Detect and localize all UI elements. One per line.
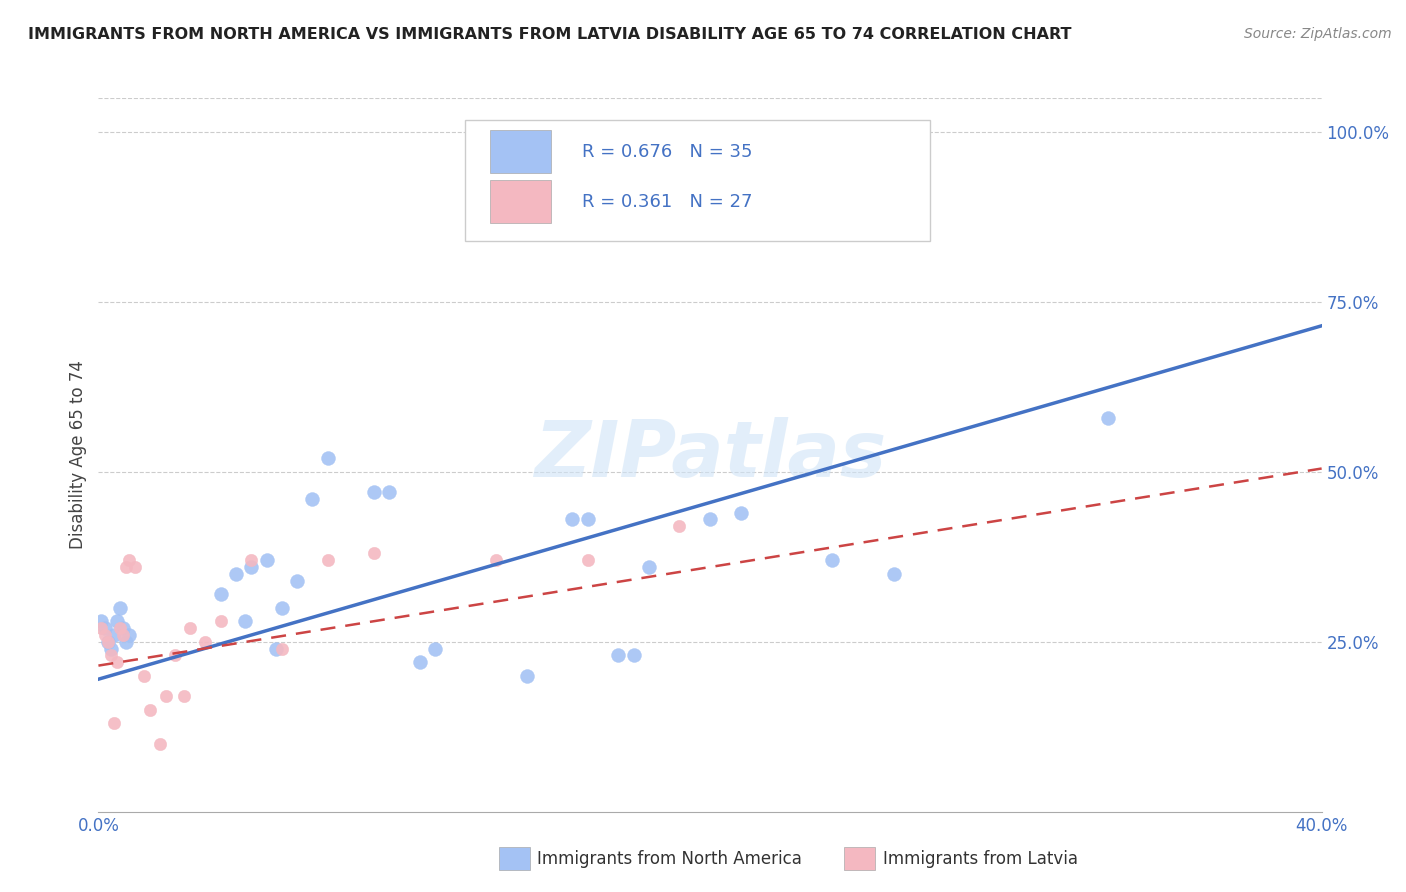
Point (103, 716, 125, 731)
Point (285, 574, 308, 588)
Point (103, 628, 125, 642)
Point (173, 689, 195, 703)
Text: Source: ZipAtlas.com: Source: ZipAtlas.com (1244, 27, 1392, 41)
Point (316, 553, 339, 567)
Point (90, 615, 112, 629)
Text: Immigrants from North America: Immigrants from North America (537, 850, 801, 868)
Point (363, 485, 385, 500)
Point (623, 648, 645, 663)
Point (118, 628, 141, 642)
Point (821, 553, 844, 567)
Point (111, 621, 134, 635)
Point (576, 553, 599, 567)
Point (576, 512, 599, 526)
Point (316, 451, 339, 466)
Point (363, 546, 385, 560)
Point (270, 641, 292, 656)
Point (209, 587, 232, 601)
Point (105, 655, 128, 669)
Point (668, 519, 690, 533)
Point (149, 737, 172, 751)
Point (97, 635, 120, 649)
Point (485, 553, 508, 567)
Point (90, 621, 112, 635)
Y-axis label: Disability Age 65 to 74: Disability Age 65 to 74 (69, 360, 87, 549)
Point (93, 628, 115, 642)
Point (100, 648, 122, 663)
Point (240, 553, 263, 567)
Point (139, 703, 162, 717)
Point (256, 553, 278, 567)
Text: R = 0.676   N = 35: R = 0.676 N = 35 (582, 143, 752, 161)
Point (97, 635, 120, 649)
Point (264, 641, 287, 656)
Point (225, 566, 247, 581)
Text: IMMIGRANTS FROM NORTH AMERICA VS IMMIGRANTS FROM LATVIA DISABILITY AGE 65 TO 74 : IMMIGRANTS FROM NORTH AMERICA VS IMMIGRA… (28, 27, 1071, 42)
Point (270, 600, 292, 615)
Point (124, 560, 146, 574)
Text: Immigrants from Latvia: Immigrants from Latvia (883, 850, 1078, 868)
FancyBboxPatch shape (489, 130, 551, 173)
Point (233, 615, 256, 629)
Point (108, 600, 131, 615)
FancyBboxPatch shape (465, 120, 931, 241)
Point (1097, 410, 1119, 425)
Point (115, 560, 138, 574)
Point (378, 485, 401, 500)
Point (108, 621, 131, 635)
Point (118, 553, 141, 567)
Point (100, 641, 122, 656)
Text: R = 0.361   N = 27: R = 0.361 N = 27 (582, 193, 752, 211)
Point (179, 621, 201, 635)
Point (111, 628, 134, 642)
Point (209, 615, 232, 629)
Point (699, 512, 721, 526)
Point (607, 648, 630, 663)
Point (240, 560, 263, 574)
Point (637, 560, 661, 574)
Point (194, 635, 217, 649)
Point (516, 669, 538, 683)
Point (163, 648, 186, 663)
Point (105, 615, 128, 629)
Point (301, 492, 323, 507)
Point (93, 621, 115, 635)
Point (408, 655, 430, 669)
Point (134, 669, 156, 683)
Text: ZIPatlas: ZIPatlas (534, 417, 886, 493)
Point (730, 506, 752, 520)
Point (155, 689, 177, 703)
FancyBboxPatch shape (489, 180, 551, 223)
Point (423, 641, 446, 656)
Point (561, 512, 583, 526)
Point (883, 566, 905, 581)
Point (115, 635, 138, 649)
